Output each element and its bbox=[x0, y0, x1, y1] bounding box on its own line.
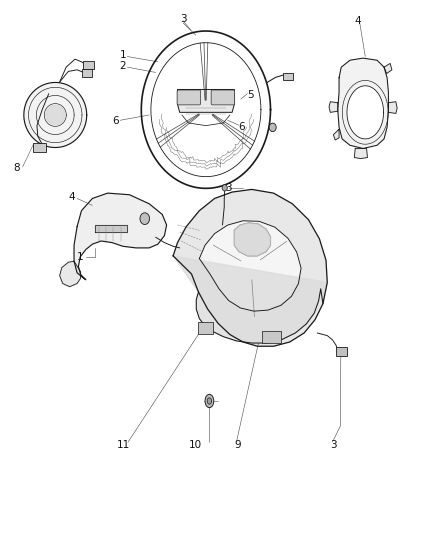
Polygon shape bbox=[199, 221, 301, 311]
FancyBboxPatch shape bbox=[83, 61, 94, 69]
Ellipse shape bbox=[205, 394, 214, 408]
Text: 6: 6 bbox=[112, 116, 119, 126]
FancyBboxPatch shape bbox=[33, 143, 46, 152]
Text: 11: 11 bbox=[117, 440, 130, 450]
Polygon shape bbox=[347, 86, 384, 139]
FancyBboxPatch shape bbox=[262, 332, 281, 343]
Polygon shape bbox=[173, 189, 327, 346]
Circle shape bbox=[269, 123, 276, 132]
Text: 3: 3 bbox=[330, 440, 337, 450]
Polygon shape bbox=[338, 58, 389, 149]
Polygon shape bbox=[384, 63, 392, 74]
Text: 4: 4 bbox=[68, 192, 75, 203]
Text: 5: 5 bbox=[247, 90, 254, 100]
Ellipse shape bbox=[207, 398, 212, 404]
Text: 3: 3 bbox=[180, 14, 186, 25]
Circle shape bbox=[222, 184, 227, 191]
Text: 9: 9 bbox=[234, 440, 241, 450]
Polygon shape bbox=[60, 261, 81, 287]
Text: 3: 3 bbox=[226, 183, 232, 193]
Polygon shape bbox=[389, 102, 397, 114]
FancyBboxPatch shape bbox=[283, 72, 293, 80]
Polygon shape bbox=[95, 225, 127, 232]
FancyBboxPatch shape bbox=[336, 348, 347, 357]
Polygon shape bbox=[74, 193, 166, 280]
Polygon shape bbox=[329, 102, 338, 112]
FancyBboxPatch shape bbox=[82, 69, 92, 77]
Text: 1: 1 bbox=[120, 50, 126, 60]
Text: 10: 10 bbox=[189, 440, 202, 450]
FancyBboxPatch shape bbox=[211, 90, 235, 105]
Polygon shape bbox=[354, 149, 367, 159]
Polygon shape bbox=[46, 105, 65, 125]
Text: 1: 1 bbox=[77, 252, 84, 262]
Circle shape bbox=[140, 213, 150, 224]
Polygon shape bbox=[24, 83, 87, 148]
Polygon shape bbox=[177, 90, 234, 112]
Text: 4: 4 bbox=[354, 16, 361, 26]
Text: 8: 8 bbox=[14, 163, 20, 173]
Text: 6: 6 bbox=[239, 122, 245, 132]
Polygon shape bbox=[333, 130, 339, 140]
FancyBboxPatch shape bbox=[177, 90, 201, 105]
Polygon shape bbox=[234, 223, 271, 256]
FancyBboxPatch shape bbox=[198, 322, 213, 334]
Polygon shape bbox=[173, 256, 327, 343]
Text: 2: 2 bbox=[120, 61, 126, 70]
